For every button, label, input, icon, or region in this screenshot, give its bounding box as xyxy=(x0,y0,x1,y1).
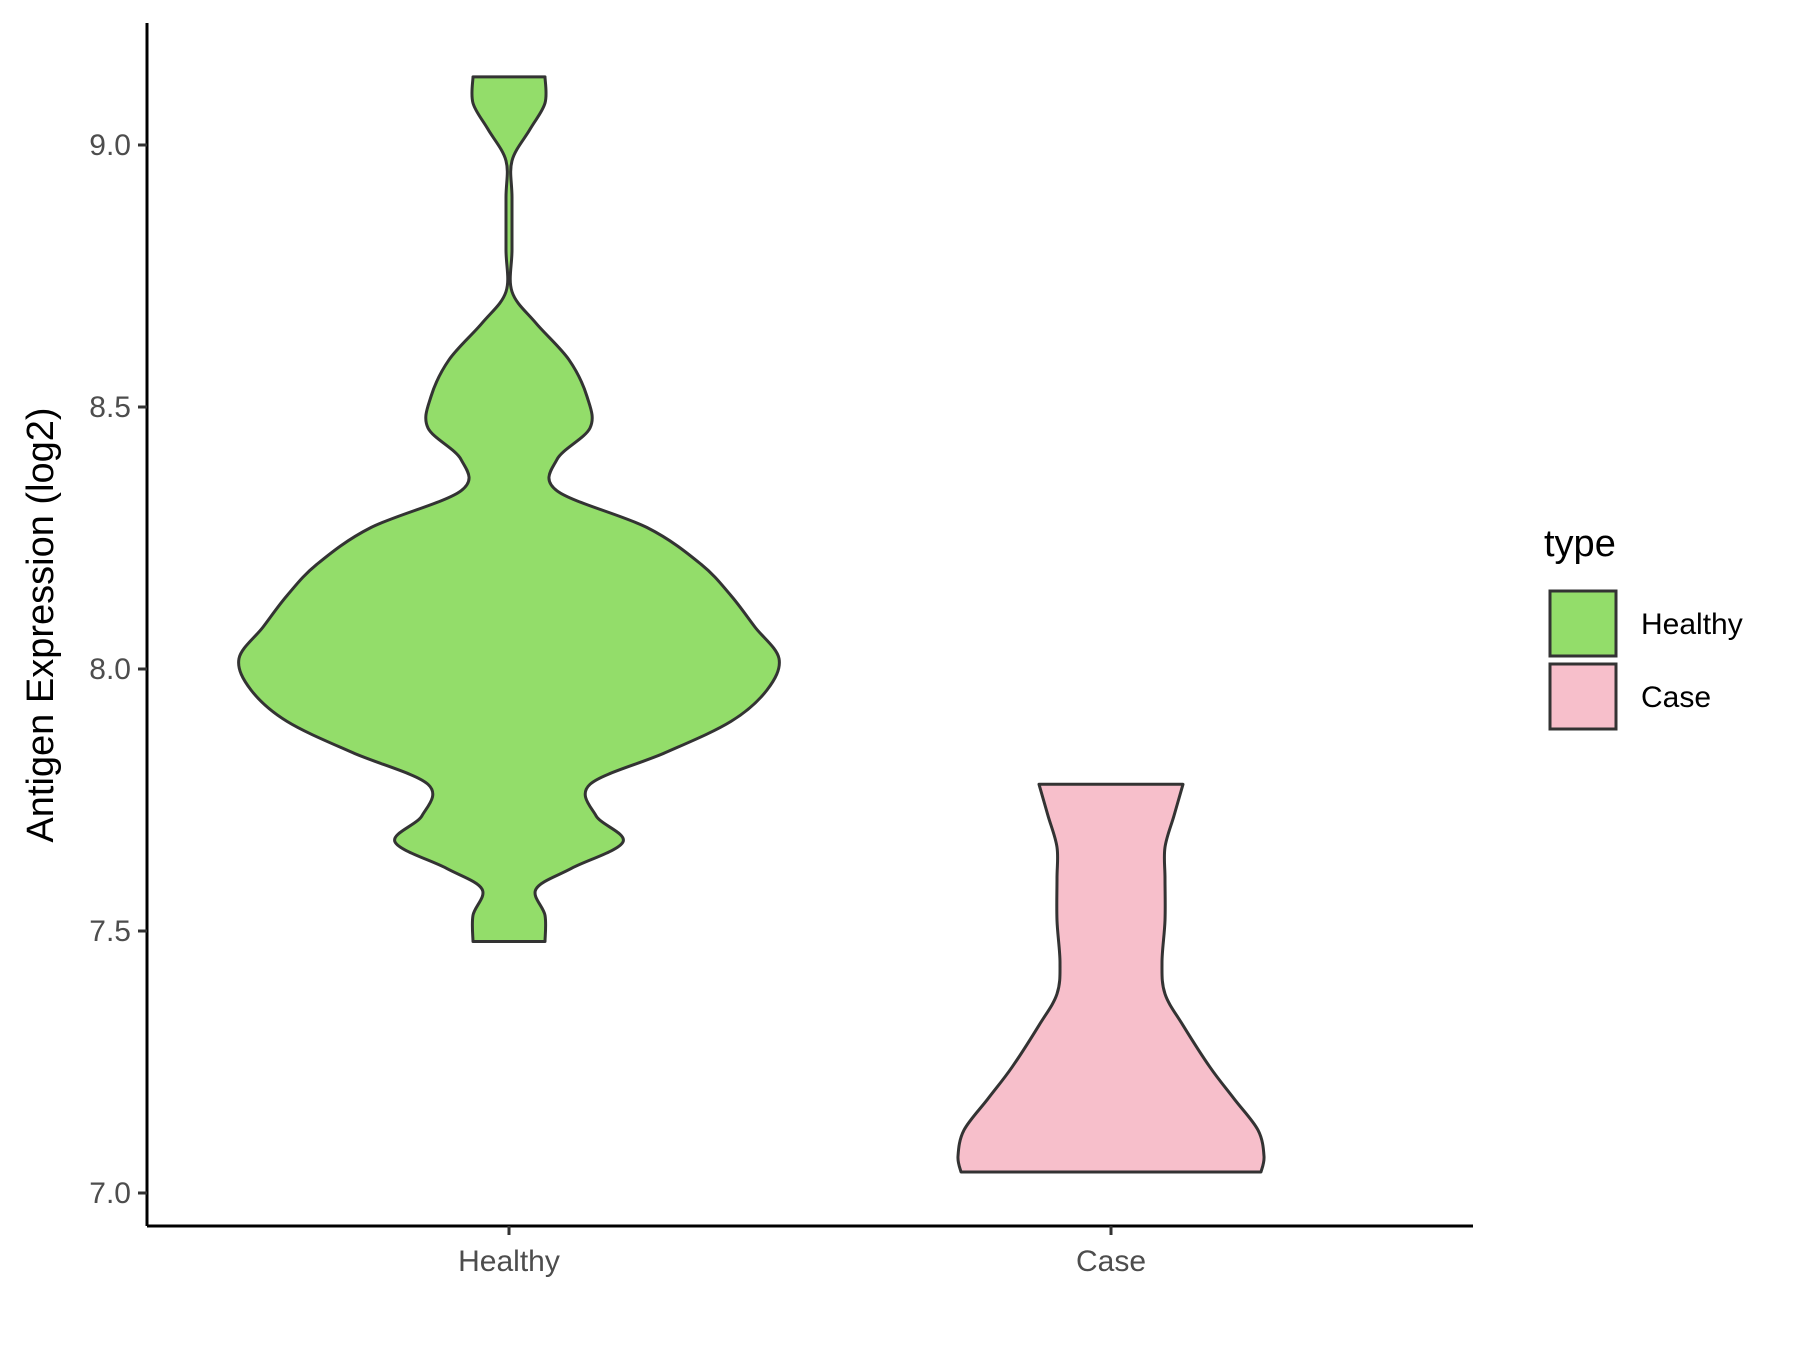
x-tick-label: Case xyxy=(1076,1245,1146,1278)
y-tick-label: 7.0 xyxy=(89,1177,131,1210)
y-tick-label: 7.5 xyxy=(89,915,131,948)
y-tick-label: 9.0 xyxy=(89,129,131,162)
violin-healthy xyxy=(237,75,781,943)
legend-label-healthy: Healthy xyxy=(1641,608,1743,641)
legend-key-case xyxy=(1548,662,1618,731)
legend-label-case: Case xyxy=(1641,681,1711,714)
axes-group xyxy=(145,23,1473,1228)
violin-case xyxy=(956,782,1266,1174)
legend-key-healthy xyxy=(1548,589,1618,658)
x-ticks-group: Healthy Case xyxy=(458,1226,1146,1278)
y-tick-label: 8.5 xyxy=(89,391,131,424)
violins-group xyxy=(237,75,1266,1174)
legend-title: type xyxy=(1544,523,1616,565)
y-axis-title: Antigen Expression (log2) xyxy=(20,407,62,842)
y-tick-label: 8.0 xyxy=(89,653,131,686)
legend: type Healthy Case xyxy=(1544,523,1743,731)
x-tick-label: Healthy xyxy=(458,1245,560,1278)
y-ticks-group: 7.0 7.5 8.0 8.5 9.0 xyxy=(89,129,147,1210)
